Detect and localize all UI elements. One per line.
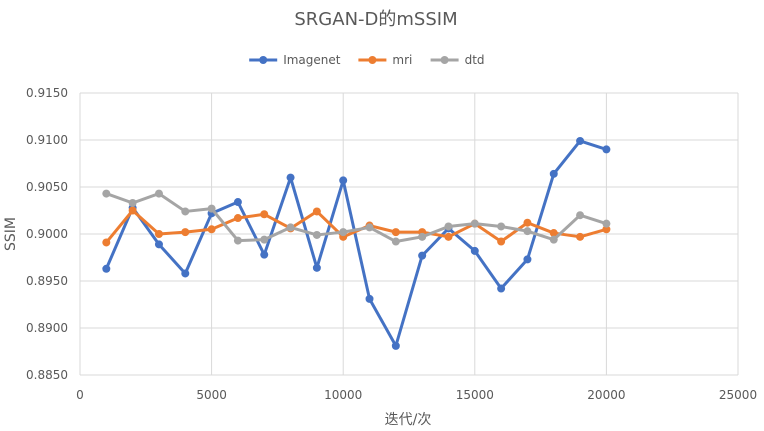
data-point (339, 228, 348, 237)
data-point (418, 232, 427, 241)
y-axis-ticks: 0.8850 0.8900 0.8950 0.9000 0.9050 0.9100 0.91… (26, 86, 68, 382)
y-tick-label: 0.8850 (26, 368, 68, 382)
x-tick-label: 10000 (324, 388, 362, 402)
y-tick-label: 0.9050 (26, 180, 68, 194)
data-point (549, 235, 558, 244)
data-point (233, 236, 242, 245)
data-point (576, 136, 585, 145)
data-point (470, 246, 479, 255)
data-point (260, 235, 269, 244)
series-line (104, 139, 608, 348)
legend-item-dtd: dtd (430, 53, 485, 67)
data-point (154, 240, 163, 249)
y-tick-label: 0.9000 (26, 227, 68, 241)
data-point (365, 223, 374, 232)
legend-marker (259, 56, 268, 64)
x-tick-label: 0 (76, 388, 84, 402)
data-point (102, 264, 111, 273)
x-axis-ticks: 0 5000 10000 15000 20000 25000 (76, 388, 757, 402)
legend-label: mri (392, 53, 412, 67)
data-point (233, 198, 242, 207)
data-point (523, 227, 532, 236)
data-point (312, 230, 321, 239)
y-tick-label: 0.8950 (26, 274, 68, 288)
data-point (102, 189, 111, 198)
legend-item-mri: mri (358, 53, 412, 67)
data-point (260, 250, 269, 259)
data-point (128, 206, 137, 215)
legend: Imagenet mri dtd (249, 53, 485, 67)
series-dtd (102, 189, 611, 246)
x-tick-label: 25000 (719, 388, 757, 402)
data-point (549, 229, 558, 238)
data-point (154, 189, 163, 198)
legend-marker (440, 56, 449, 64)
data-point (286, 173, 295, 182)
data-point (602, 145, 611, 154)
data-point (444, 222, 453, 231)
series-line (104, 192, 608, 244)
legend-label: Imagenet (283, 53, 341, 67)
data-point (602, 225, 611, 234)
data-point (181, 269, 190, 278)
data-point (576, 232, 585, 241)
data-point (523, 255, 532, 264)
chart-title: SRGAN-D的mSSIM (294, 9, 457, 30)
data-point (391, 341, 400, 350)
data-point (523, 218, 532, 227)
data-point (154, 230, 163, 238)
data-point (365, 294, 374, 303)
data-point (602, 219, 611, 228)
data-point (549, 169, 558, 178)
data-point (286, 223, 295, 232)
data-point (128, 198, 137, 207)
data-point (497, 222, 506, 231)
y-tick-label: 0.9100 (26, 133, 68, 147)
x-tick-label: 20000 (587, 388, 625, 402)
gridlines (79, 92, 739, 376)
data-point (181, 228, 190, 237)
x-axis-title: 迭代/次 (385, 412, 432, 428)
y-tick-label: 0.8900 (26, 321, 68, 335)
data-point (312, 207, 321, 216)
data-point (260, 210, 269, 219)
data-point (497, 284, 506, 293)
data-point (312, 263, 321, 272)
data-point (181, 207, 190, 216)
data-point (207, 204, 216, 213)
legend-label: dtd (465, 53, 485, 67)
legend-item-imagenet: Imagenet (249, 53, 341, 67)
data-point (207, 225, 216, 234)
y-tick-label: 0.9150 (26, 86, 68, 100)
data-point (576, 211, 585, 220)
legend-marker (368, 56, 377, 64)
data-point (444, 232, 453, 241)
data-point (470, 219, 479, 228)
series-layer (102, 136, 611, 350)
data-point (391, 228, 400, 237)
data-point (418, 251, 427, 260)
y-axis-title: SSIM (3, 217, 19, 251)
data-point (102, 238, 111, 247)
data-point (391, 237, 400, 246)
data-point (233, 214, 242, 223)
data-point (497, 237, 506, 246)
x-tick-label: 15000 (456, 388, 494, 402)
x-tick-label: 5000 (196, 388, 227, 402)
data-point (339, 176, 348, 185)
